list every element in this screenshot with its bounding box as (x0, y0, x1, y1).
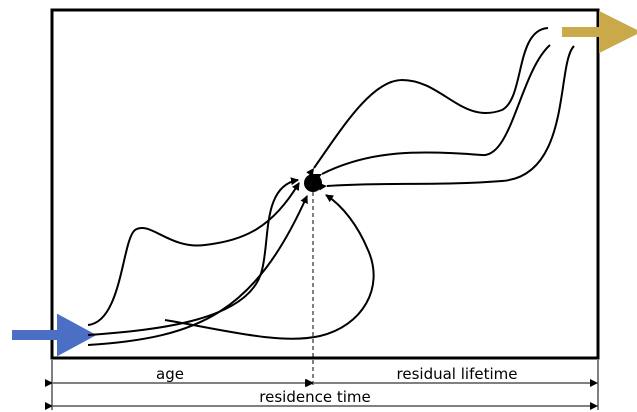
residence-time-label: residence time (259, 388, 370, 406)
residual-lifetime-label: residual lifetime (397, 365, 518, 383)
age-label: age (156, 365, 184, 383)
inlet-arrow (12, 313, 97, 357)
fluid-element (304, 174, 322, 192)
outlet-arrow (562, 10, 637, 54)
dimension-lines (45, 360, 599, 410)
inlet-paths (87, 177, 375, 346)
vessel (50, 8, 600, 360)
outlet-paths (306, 27, 575, 191)
